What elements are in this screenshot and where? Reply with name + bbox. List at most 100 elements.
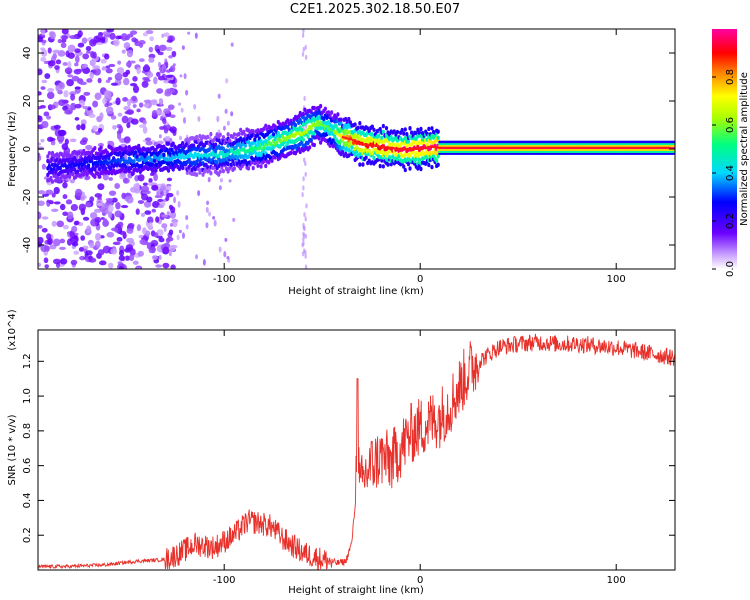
noise-speckle: [41, 79, 48, 84]
noise-speckle: [112, 241, 121, 246]
noise-speckle: [101, 66, 107, 71]
colorbar-tick-label: 0.8: [725, 69, 736, 85]
noise-speckle: [44, 264, 50, 269]
noise-speckle: [226, 120, 230, 126]
noise-speckle: [218, 246, 222, 253]
noise-speckle: [139, 239, 146, 245]
noise-speckle: [74, 62, 79, 67]
ridge-cell: [264, 163, 268, 169]
ridge-cell: [370, 124, 374, 129]
noise-speckle: [88, 242, 95, 249]
noise-speckle: [71, 75, 80, 82]
noise-speckle: [141, 80, 149, 88]
noise-speckle: [111, 197, 118, 203]
noise-speckle: [172, 83, 178, 88]
y-tick-label: 40: [22, 47, 33, 60]
noise-speckle: [49, 137, 56, 142]
noise-speckle: [80, 196, 85, 201]
noise-speckle: [59, 238, 66, 244]
noise-speckle: [157, 204, 165, 209]
noise-speckle: [49, 244, 57, 250]
ridge-cell: [671, 146, 675, 150]
ridge-cell: [226, 169, 230, 174]
noise-speckle: [69, 138, 77, 143]
ridge-cell: [83, 169, 88, 174]
noise-speckle: [38, 115, 43, 123]
noise-streak: [303, 212, 306, 218]
noise-speckle: [165, 74, 173, 78]
noise-speckle: [61, 143, 69, 151]
noise-speckle: [163, 32, 170, 38]
noise-speckle: [55, 59, 62, 65]
ridge-cell: [209, 171, 213, 176]
noise-speckle: [165, 189, 169, 194]
noise-speckle: [47, 47, 52, 54]
noise-speckle: [60, 42, 67, 49]
noise-speckle: [92, 65, 100, 70]
noise-speckle: [155, 264, 163, 268]
noise-speckle: [54, 65, 60, 70]
noise-speckle: [126, 49, 134, 58]
snr-xlabel: Height of straight line (km): [288, 585, 424, 596]
ridge-cell: [408, 166, 412, 171]
ridge-cell: [104, 166, 108, 171]
ridge-cell: [409, 130, 414, 135]
noise-speckle: [116, 132, 122, 140]
noise-speckle: [67, 44, 76, 53]
ridge-cell: [242, 129, 246, 135]
noise-speckle: [158, 61, 162, 68]
noise-speckle: [162, 118, 167, 124]
colorbar-ticks: 0.0 0.2 0.4 0.6 0.8: [712, 69, 736, 277]
ridge-cell: [196, 138, 200, 143]
noise-speckle: [56, 220, 65, 228]
noise-speckle: [97, 77, 102, 84]
ridge-cell: [361, 162, 365, 167]
noise-speckle: [78, 247, 85, 252]
ridge-cell: [77, 150, 81, 156]
noise-speckle: [183, 116, 187, 124]
noise-speckle: [148, 221, 153, 229]
noise-speckle: [127, 222, 135, 229]
ridge-cell: [237, 151, 241, 156]
y-tick-label: 0.8: [22, 423, 33, 439]
ridge-cell: [47, 163, 51, 169]
noise-speckle: [104, 53, 110, 60]
ridge-cell: [243, 143, 247, 148]
noise-speckle: [70, 259, 78, 266]
noise-speckle: [169, 126, 177, 134]
noise-speckle: [156, 71, 161, 77]
noise-speckle: [205, 206, 209, 213]
ridge-cell: [377, 134, 381, 139]
noise-speckle: [46, 91, 55, 100]
noise-speckle: [187, 31, 191, 35]
ridge-cell: [206, 134, 210, 140]
y-tick-label: 1.2: [22, 353, 33, 369]
noise-speckle: [119, 249, 125, 257]
ridge-cell: [384, 125, 389, 131]
noise-speckle: [55, 84, 61, 92]
noise-speckle: [224, 108, 228, 114]
noise-speckle: [67, 61, 72, 69]
ridge-cell: [93, 167, 97, 172]
ridge-cell: [253, 137, 257, 142]
ridge-cell: [221, 168, 226, 174]
noise-speckle: [166, 39, 173, 43]
ridge-cell: [403, 135, 407, 141]
noise-speckle: [161, 214, 169, 218]
noise-speckle: [166, 192, 174, 198]
colorbar-tick-label: 0.0: [725, 261, 736, 277]
ridge-cell: [436, 154, 440, 159]
noise-speckle: [74, 86, 81, 90]
noise-speckle: [169, 211, 177, 219]
noise-speckle: [47, 237, 53, 246]
noise-speckle: [126, 122, 131, 129]
ridge-cell: [246, 166, 251, 171]
ridge-cell: [166, 141, 171, 146]
noise-speckle: [169, 114, 176, 119]
noise-speckle: [75, 188, 83, 197]
noise-speckle: [66, 79, 74, 87]
ridge-cell: [322, 116, 326, 122]
noise-speckle: [85, 250, 93, 256]
noise-speckle: [41, 163, 47, 170]
